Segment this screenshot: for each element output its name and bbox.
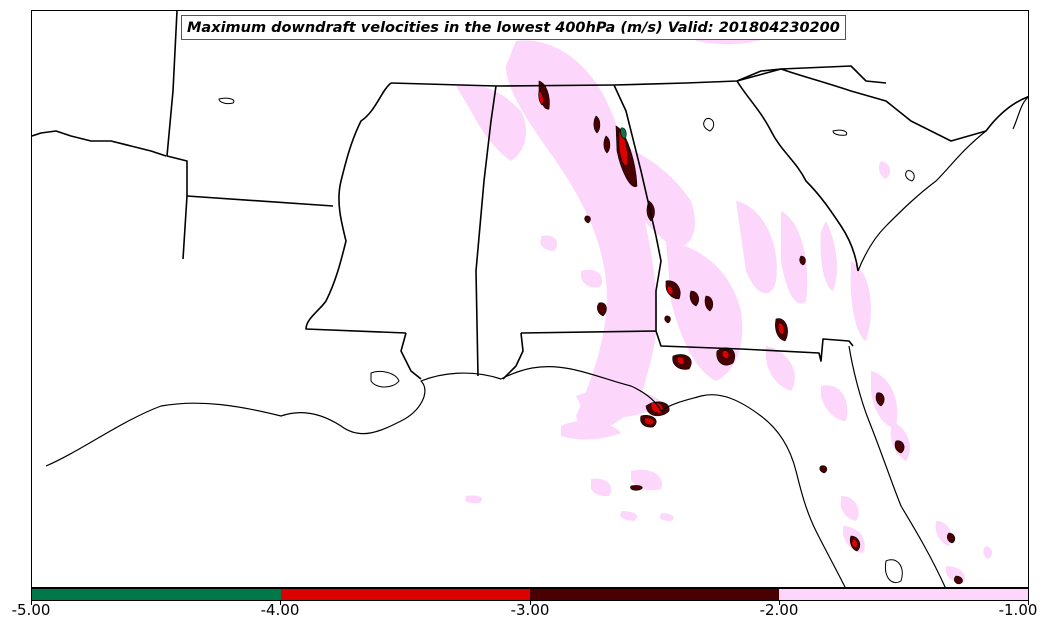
map-title: Maximum downdraft velocities in the lowe… — [181, 15, 846, 40]
colorbar-tick — [1028, 601, 1029, 605]
downdraft-green-areas — [620, 127, 627, 140]
state-boundaries — [32, 11, 1028, 380]
colorbar-tick — [530, 601, 531, 605]
colorbar-label: -2.00 — [759, 601, 799, 619]
coastlines — [45, 96, 1028, 587]
map-panel — [31, 10, 1029, 588]
downdraft-light-areas — [456, 19, 992, 583]
colorbar-tick — [280, 601, 281, 605]
map-canvas — [32, 11, 1028, 587]
colorbar-label: -5.00 — [11, 601, 51, 619]
colorbar-tick — [31, 601, 32, 605]
colorbar-segment-green — [32, 589, 281, 600]
colorbar-segment-pink — [779, 589, 1028, 600]
colorbar-label: -3.00 — [510, 601, 550, 619]
colorbar-tick — [779, 601, 780, 605]
colorbar-label: -4.00 — [260, 601, 300, 619]
small-water-features — [218, 97, 915, 584]
colorbar-label: -1.00 — [998, 601, 1038, 619]
colorbar-segment-dark-red — [530, 589, 779, 600]
colorbar — [31, 588, 1029, 601]
downdraft-red-areas — [538, 90, 858, 549]
colorbar-segment-red — [281, 589, 530, 600]
